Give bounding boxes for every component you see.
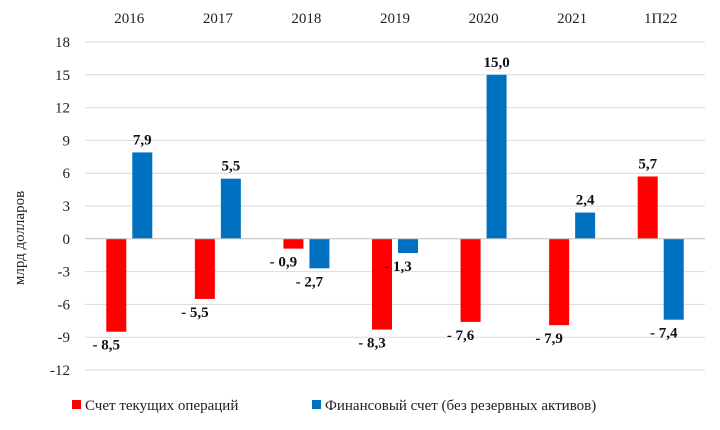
current-account-bar [372, 238, 392, 330]
y-tick-label: 12 [55, 101, 70, 117]
y-tick-label: 18 [55, 35, 70, 51]
y-tick-label: 0 [63, 232, 71, 248]
category-label: 2018 [291, 11, 321, 27]
data-label: - 5,5 [181, 305, 209, 321]
current-account-bar [549, 238, 570, 326]
data-label: - 8,5 [93, 338, 121, 354]
data-label: - 2,7 [296, 274, 324, 290]
financial-account-bar [486, 74, 507, 239]
category-label: 2020 [469, 11, 499, 27]
y-axis-ticks: 18 15 12 9 6 3 0 -3 -6 -9 -12 [50, 35, 71, 379]
y-tick-label: 9 [63, 133, 71, 149]
y-axis-label: млрд долларов [12, 191, 28, 285]
legend-swatch-financial-account [312, 400, 321, 409]
y-tick-label: 6 [63, 166, 71, 182]
data-label: 5,5 [221, 159, 240, 175]
financial-account-bar [220, 178, 241, 239]
current-account-bar [460, 238, 481, 322]
financial-account-bar [663, 238, 684, 320]
financial-account-bar [575, 212, 596, 239]
y-tick-label: 3 [63, 199, 71, 215]
financial-account-bar [309, 238, 330, 269]
y-tick-label: -9 [58, 330, 71, 346]
data-label: 15,0 [483, 55, 509, 71]
financial-account-bar [132, 152, 153, 239]
data-label: - 7,9 [535, 331, 563, 347]
data-label: - 7,6 [447, 328, 475, 344]
data-label: 2,4 [576, 193, 595, 209]
category-label: 2016 [114, 11, 145, 27]
bars [106, 74, 684, 332]
data-label: - 1,3 [384, 259, 412, 275]
current-account-bar [106, 238, 127, 332]
legend: Счет текущих операций Финансовый счет (бе… [72, 398, 596, 414]
y-tick-label: 15 [55, 68, 70, 84]
y-tick-label: -12 [50, 363, 70, 379]
data-label: 5,7 [638, 156, 657, 172]
y-tick-label: -3 [58, 265, 71, 281]
data-label: 7,9 [133, 132, 152, 148]
current-account-bar [194, 238, 215, 299]
data-labels: - 8,5 7,9 - 5,5 5,5 - 0,9 - 2,7 - 8,3 - 1,3 - 7,… [93, 55, 678, 354]
data-label: - 7,4 [650, 326, 678, 342]
category-label: 2021 [557, 11, 587, 27]
financial-account-bar [398, 238, 418, 254]
category-labels: 2016 2017 2018 2019 2020 2021 1П22 [114, 11, 677, 27]
legend-label: Счет текущих операций [85, 398, 238, 414]
category-label: 1П22 [644, 11, 677, 27]
data-label: - 8,3 [358, 336, 386, 352]
legend-label: Финансовый счет (без резервных активов) [325, 398, 596, 414]
data-label: - 0,9 [270, 255, 298, 271]
gridlines [85, 41, 705, 371]
category-label: 2017 [203, 11, 234, 27]
category-label: 2019 [380, 11, 410, 27]
current-account-bar [283, 238, 304, 249]
current-account-bar [637, 176, 658, 239]
y-tick-label: -6 [58, 297, 71, 313]
legend-swatch-current-account [72, 400, 81, 409]
